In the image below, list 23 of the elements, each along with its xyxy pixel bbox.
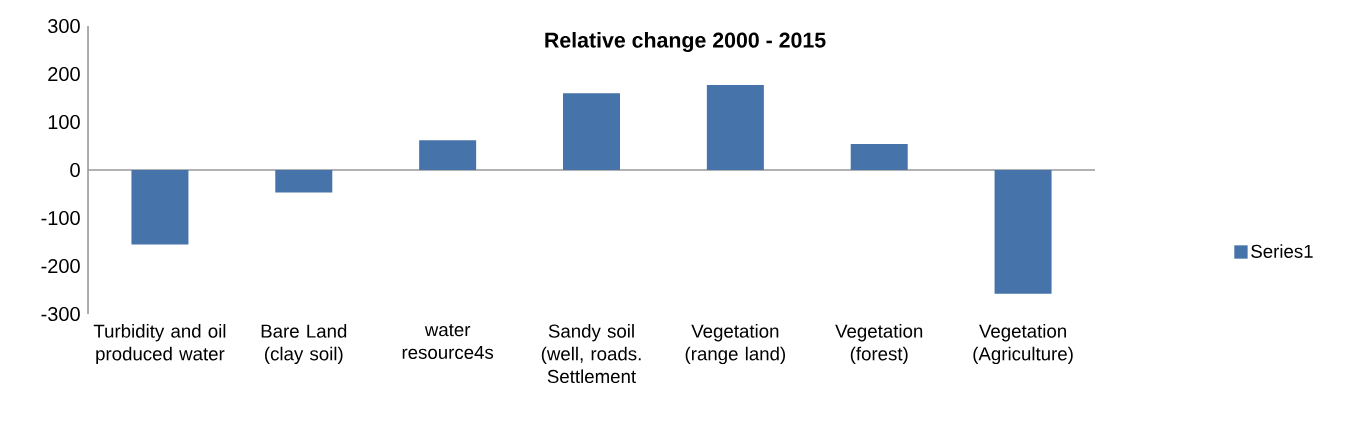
chart-title: Relative change 2000 - 2015 (545, 32, 826, 52)
bar (563, 93, 621, 171)
bar (850, 144, 908, 171)
x-tick-label: Bare Land (clay soil) (261, 324, 347, 365)
x-tick-label: Turbidity and oil produced water (93, 324, 226, 365)
x-tick-label: Vegetation (Agriculture) (973, 324, 1073, 365)
y-tick-label: -100 (41, 210, 80, 226)
legend-label: Series1 (1251, 244, 1313, 258)
x-tick-label: Vegetation (range land) (685, 324, 786, 365)
y-tick-label: 300 (48, 18, 80, 34)
y-tick-label: -200 (41, 258, 80, 274)
bar (994, 170, 1052, 294)
x-tick-label: Sandy soil (well, roads. Settlement (541, 324, 641, 384)
bar (419, 140, 477, 171)
y-tick-label: -300 (41, 306, 80, 322)
bar (706, 85, 764, 171)
bar (131, 170, 189, 245)
x-tick-label: Vegetation (forest) (835, 324, 923, 365)
y-tick-label: 0 (70, 162, 80, 178)
bar (275, 170, 333, 193)
y-tick-label: 200 (48, 66, 80, 82)
x-tick-label: water resource4s (402, 324, 494, 359)
y-tick-label: 100 (48, 114, 80, 130)
